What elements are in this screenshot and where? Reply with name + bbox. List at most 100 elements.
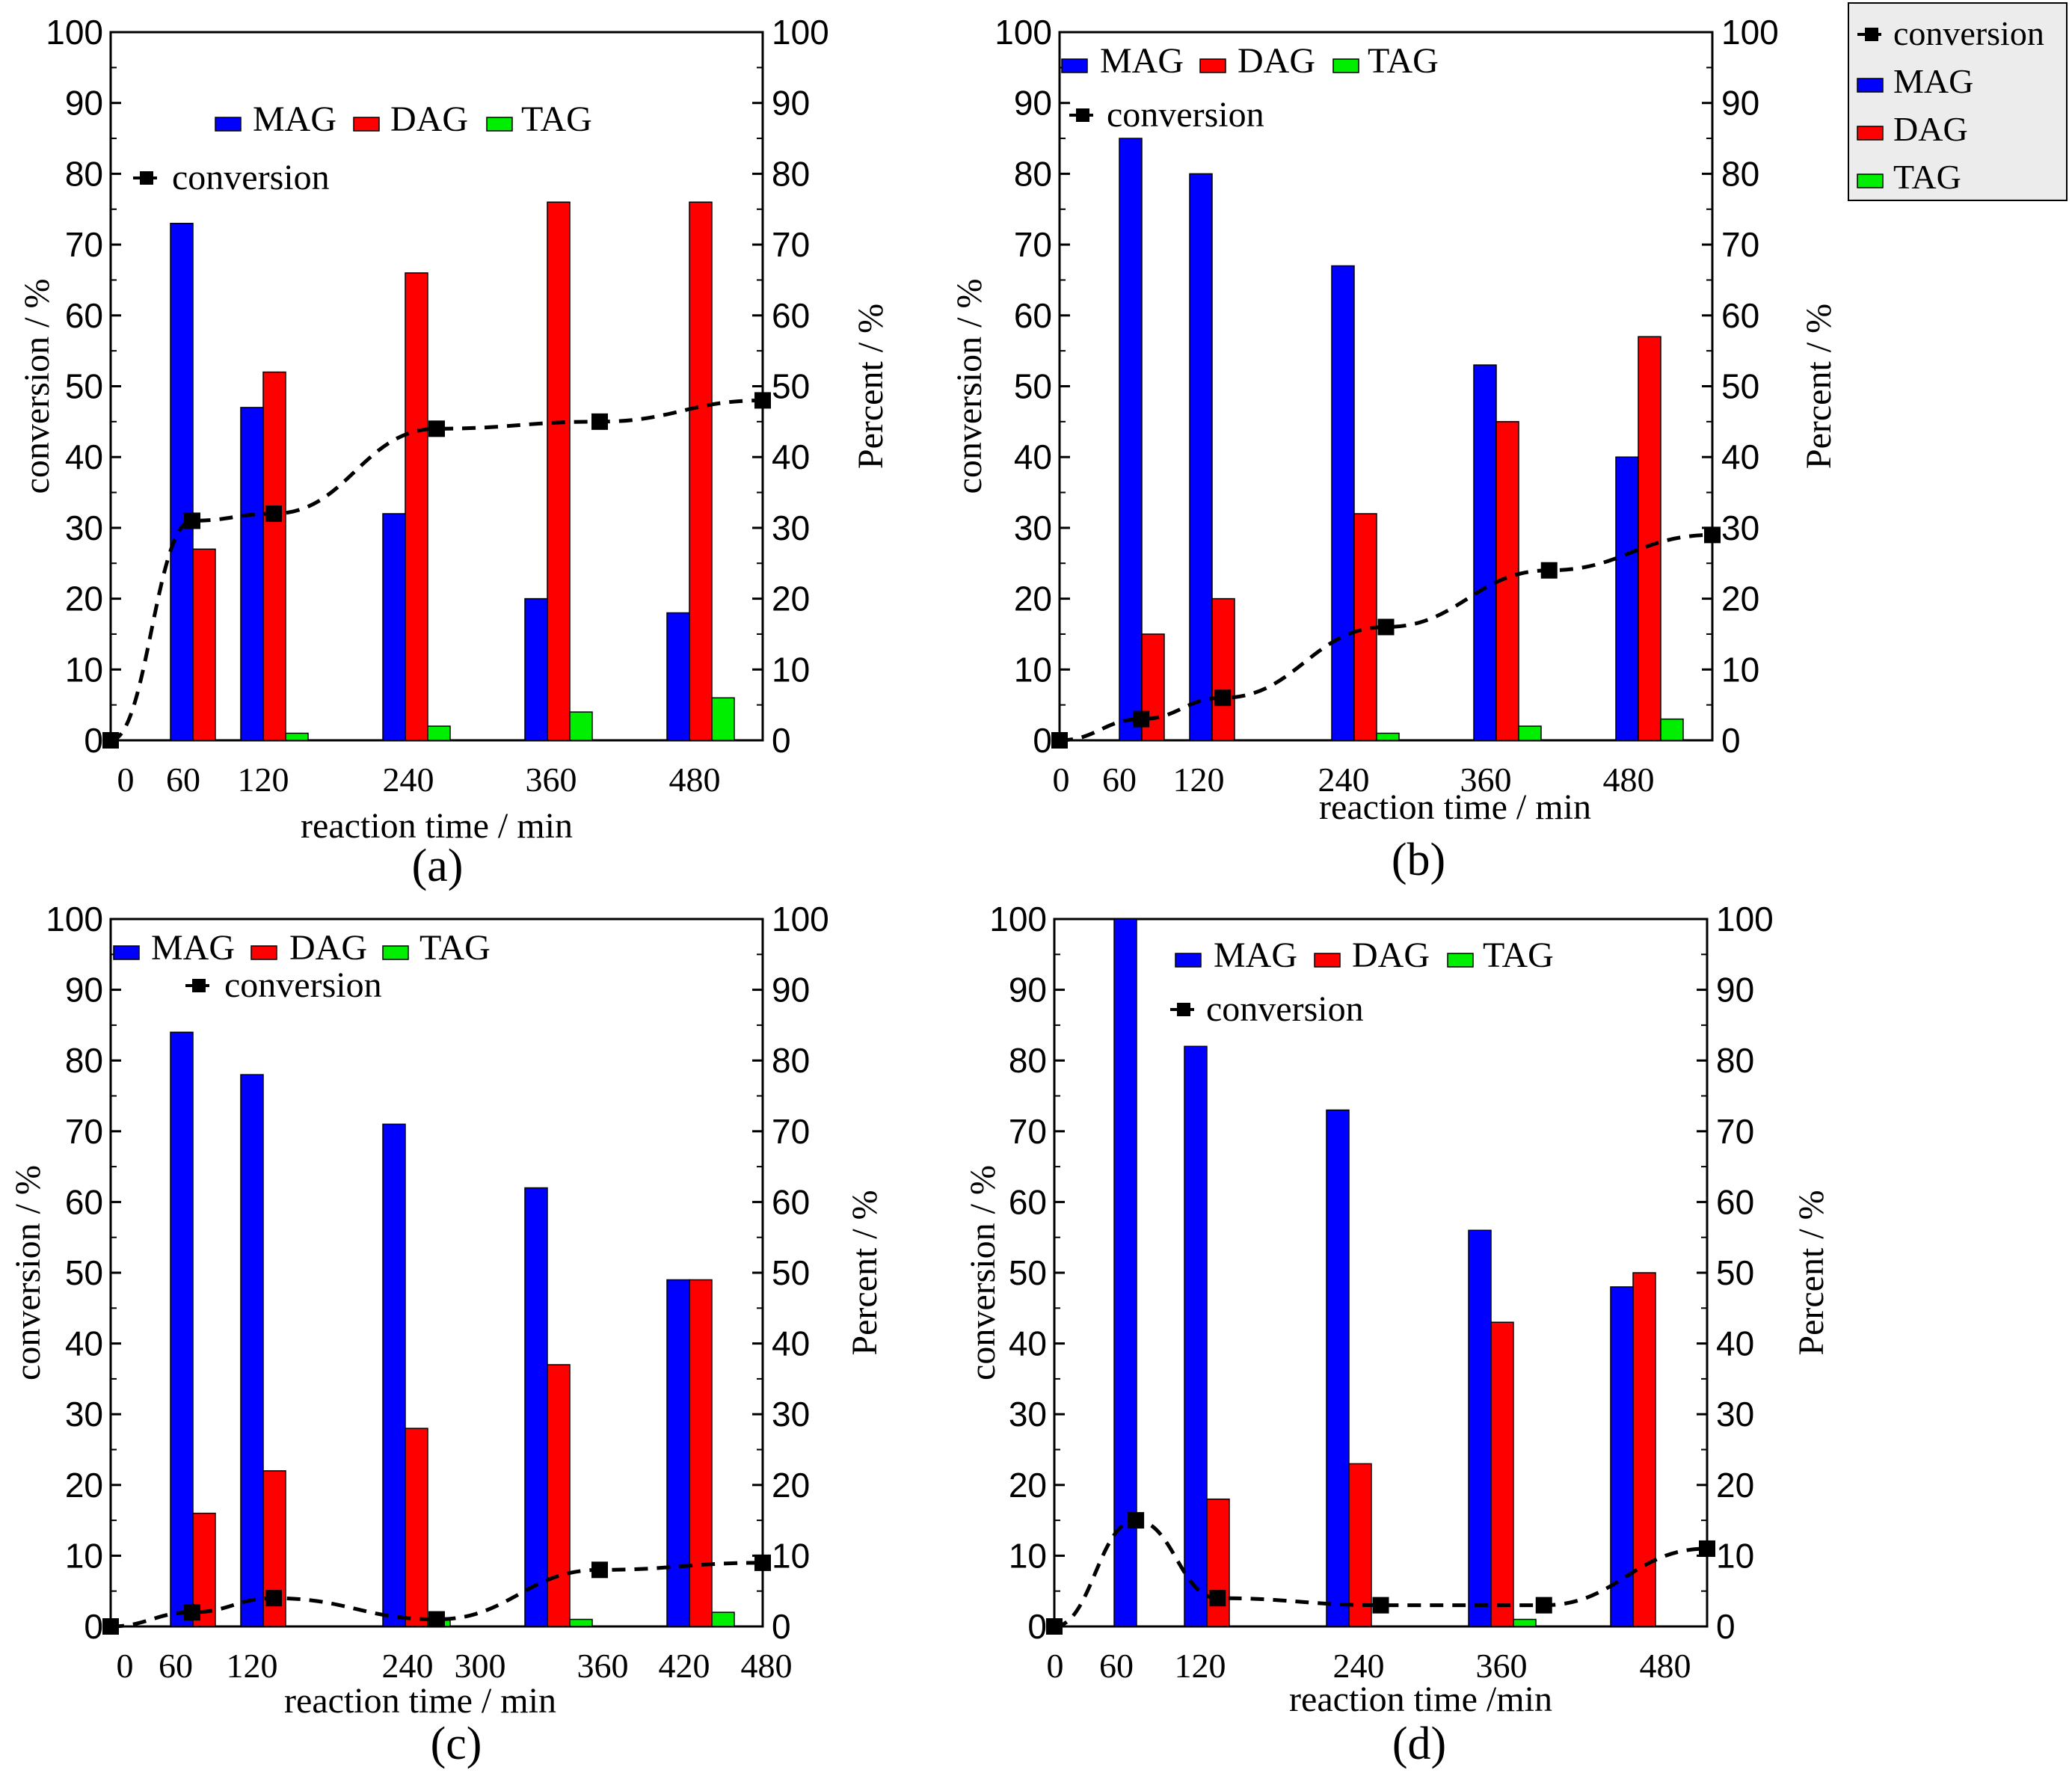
- panel-b-ytick-label-left: 10: [1014, 650, 1052, 689]
- panel-a-conversion-line: [110, 398, 763, 743]
- panel-c-conversion-point-60: [184, 1604, 200, 1621]
- panel-a-ytick-label-left: 30: [65, 508, 103, 547]
- panel-d-bar-dag-480: [1632, 1272, 1656, 1627]
- panel-d-bar-dag-240: [1348, 1463, 1372, 1627]
- panel-c-legend-swatch-mag: [113, 945, 140, 960]
- panel-b-xtick-label: 60: [1102, 761, 1137, 799]
- global-legend-swatch-dag: [1857, 126, 1884, 141]
- panel-c-xtick-label: 420: [659, 1647, 710, 1685]
- panel-c-xtick-label: 120: [227, 1647, 278, 1685]
- panel-b-ytick-label-right: 70: [1721, 225, 1759, 264]
- panel-a-ytick-label-left: 80: [65, 154, 103, 193]
- panel-a-ytick-label-left: 60: [65, 296, 103, 335]
- panel-a-ytick-label-right: 60: [772, 296, 810, 335]
- panel-a-ytick-label-left: 40: [65, 437, 103, 476]
- panel-a-ytick-label-left: 100: [46, 13, 103, 52]
- panel-d-ytick-label-right: 50: [1716, 1253, 1754, 1292]
- global-legend-label-mag: MAG: [1893, 62, 1973, 100]
- panel-d-ytick-label-right: 40: [1716, 1324, 1754, 1363]
- panel-a-ytick-label-left: 0: [84, 721, 103, 760]
- panel-d-ytick-label-left: 30: [1009, 1395, 1047, 1434]
- panel-d-legend-label-conversion: conversion: [1206, 989, 1364, 1029]
- panel-c-xtick-label: 360: [577, 1647, 629, 1685]
- panel-d-conversion-line: [1054, 1518, 1708, 1629]
- panel-c-ytick-label-left: 10: [65, 1536, 103, 1575]
- global-legend-swatch-mag: [1857, 78, 1884, 93]
- panel-a-ytick-label-right: 100: [772, 13, 829, 52]
- panel-a-bar-tag-120: [285, 732, 309, 741]
- panel-c-conversion-point-120: [265, 1590, 282, 1607]
- panel-a-legend-label-dag: DAG: [390, 99, 468, 139]
- panel-a-conversion-point-120: [265, 505, 282, 522]
- panel-a-bar-mag-480: [666, 612, 690, 741]
- panel-b-bar-mag-480: [1615, 456, 1639, 741]
- panel-a-ytick-label-right: 20: [772, 580, 810, 618]
- panel-d-xtick-label: 360: [1476, 1647, 1528, 1685]
- panel-a-conversion-point-480: [754, 392, 771, 409]
- panel-c-xtick-label: 60: [159, 1647, 193, 1685]
- panel-a-bar-dag-480: [689, 201, 713, 741]
- panel-a-bar-dag-60: [192, 548, 216, 741]
- panel-d-bar-mag-480: [1610, 1286, 1634, 1627]
- panel-a-ytick-label-left: 70: [65, 225, 103, 264]
- panel-b-ytick-label-right: 20: [1721, 580, 1759, 618]
- panel-b-ytick-label-left: 0: [1033, 721, 1052, 760]
- panel-a-bar-mag-60: [170, 222, 194, 741]
- panel-b-ytick-label-left: 30: [1014, 508, 1052, 547]
- panel-b-conversion-point-120: [1214, 689, 1232, 707]
- panel-a-legend-swatch-tag: [486, 117, 513, 132]
- panel-d-bar-mag-120: [1184, 1045, 1208, 1627]
- panel-a-legend-swatch-dag: [353, 117, 380, 132]
- panel-c-bar-dag-240: [405, 1428, 428, 1627]
- panel-a-ylabel-right: Percent / %: [851, 304, 891, 469]
- panel-a-bar-mag-360: [524, 597, 548, 741]
- panel-b-conversion-point-0: [1051, 732, 1068, 749]
- panel-b-legend-swatch-tag: [1332, 58, 1359, 73]
- panel-c-conversion-point-480: [754, 1554, 771, 1571]
- panel-d-plot-frame: [1053, 918, 1709, 1628]
- global-legend-label-conversion: conversion: [1893, 14, 2044, 52]
- panel-b-xtick-label: 360: [1460, 761, 1512, 799]
- panel-d-xtick-label: 0: [1047, 1647, 1064, 1685]
- panel-a-xtick-label: 240: [383, 761, 434, 799]
- panel-b-ylabel-left: conversion / %: [950, 279, 989, 494]
- panel-b-xtick-label: 0: [1053, 761, 1070, 799]
- panel-d-ytick-label-right: 0: [1716, 1607, 1736, 1646]
- panel-d-bar-mag-240: [1326, 1109, 1350, 1627]
- panel-c-ytick-label-left: 20: [65, 1466, 103, 1505]
- panel-d-xtick-label: 480: [1640, 1647, 1691, 1685]
- panel-b-conversion-point-480: [1704, 526, 1721, 544]
- panel-d-ylabel-left: conversion / %: [963, 1165, 1003, 1380]
- panel-c-ytick-label-right: 20: [772, 1466, 810, 1505]
- panel-d-legend-conversion-marker: [1177, 1003, 1190, 1016]
- panel-c-ytick-label-right: 0: [772, 1607, 791, 1646]
- panel-c-legend-label-tag: TAG: [419, 928, 491, 968]
- panel-a-legend-swatch-mag: [215, 117, 242, 132]
- panel-a-ytick-label-right: 10: [772, 650, 810, 689]
- panel-d-ytick-label-left: 20: [1009, 1466, 1047, 1505]
- panel-b-ytick-label-right: 80: [1721, 154, 1759, 193]
- panel-b-bar-tag-240: [1376, 732, 1400, 741]
- panel-a-ytick-label-left: 20: [65, 580, 103, 618]
- panel-a-ytick-label-right: 80: [772, 154, 810, 193]
- panel-d-legend-label-dag: DAG: [1352, 935, 1430, 975]
- panel-c-bar-dag-60: [192, 1512, 216, 1627]
- panel-d-ytick-label-left: 60: [1009, 1182, 1047, 1221]
- panel-c-ylabel-left: conversion / %: [8, 1165, 48, 1380]
- panel-b-conversion-point-240: [1377, 618, 1395, 636]
- panel-b-ytick-label-right: 40: [1721, 437, 1759, 476]
- panel-a-bar-dag-240: [405, 272, 428, 741]
- panel-b-bar-dag-120: [1211, 597, 1235, 741]
- panel-c-ytick-label-left: 100: [46, 900, 103, 938]
- panel-c-ylabel-right: Percent / %: [845, 1190, 885, 1355]
- panel-c-conversion-point-360: [591, 1561, 608, 1579]
- panel-b-ytick-label-left: 80: [1014, 154, 1052, 193]
- panel-d-ytick-label-right: 80: [1716, 1041, 1754, 1080]
- panel-a-legend-label-mag: MAG: [253, 99, 336, 139]
- panel-b-conversion-point-360: [1540, 562, 1558, 579]
- panel-a-xtick-label: 0: [117, 761, 135, 799]
